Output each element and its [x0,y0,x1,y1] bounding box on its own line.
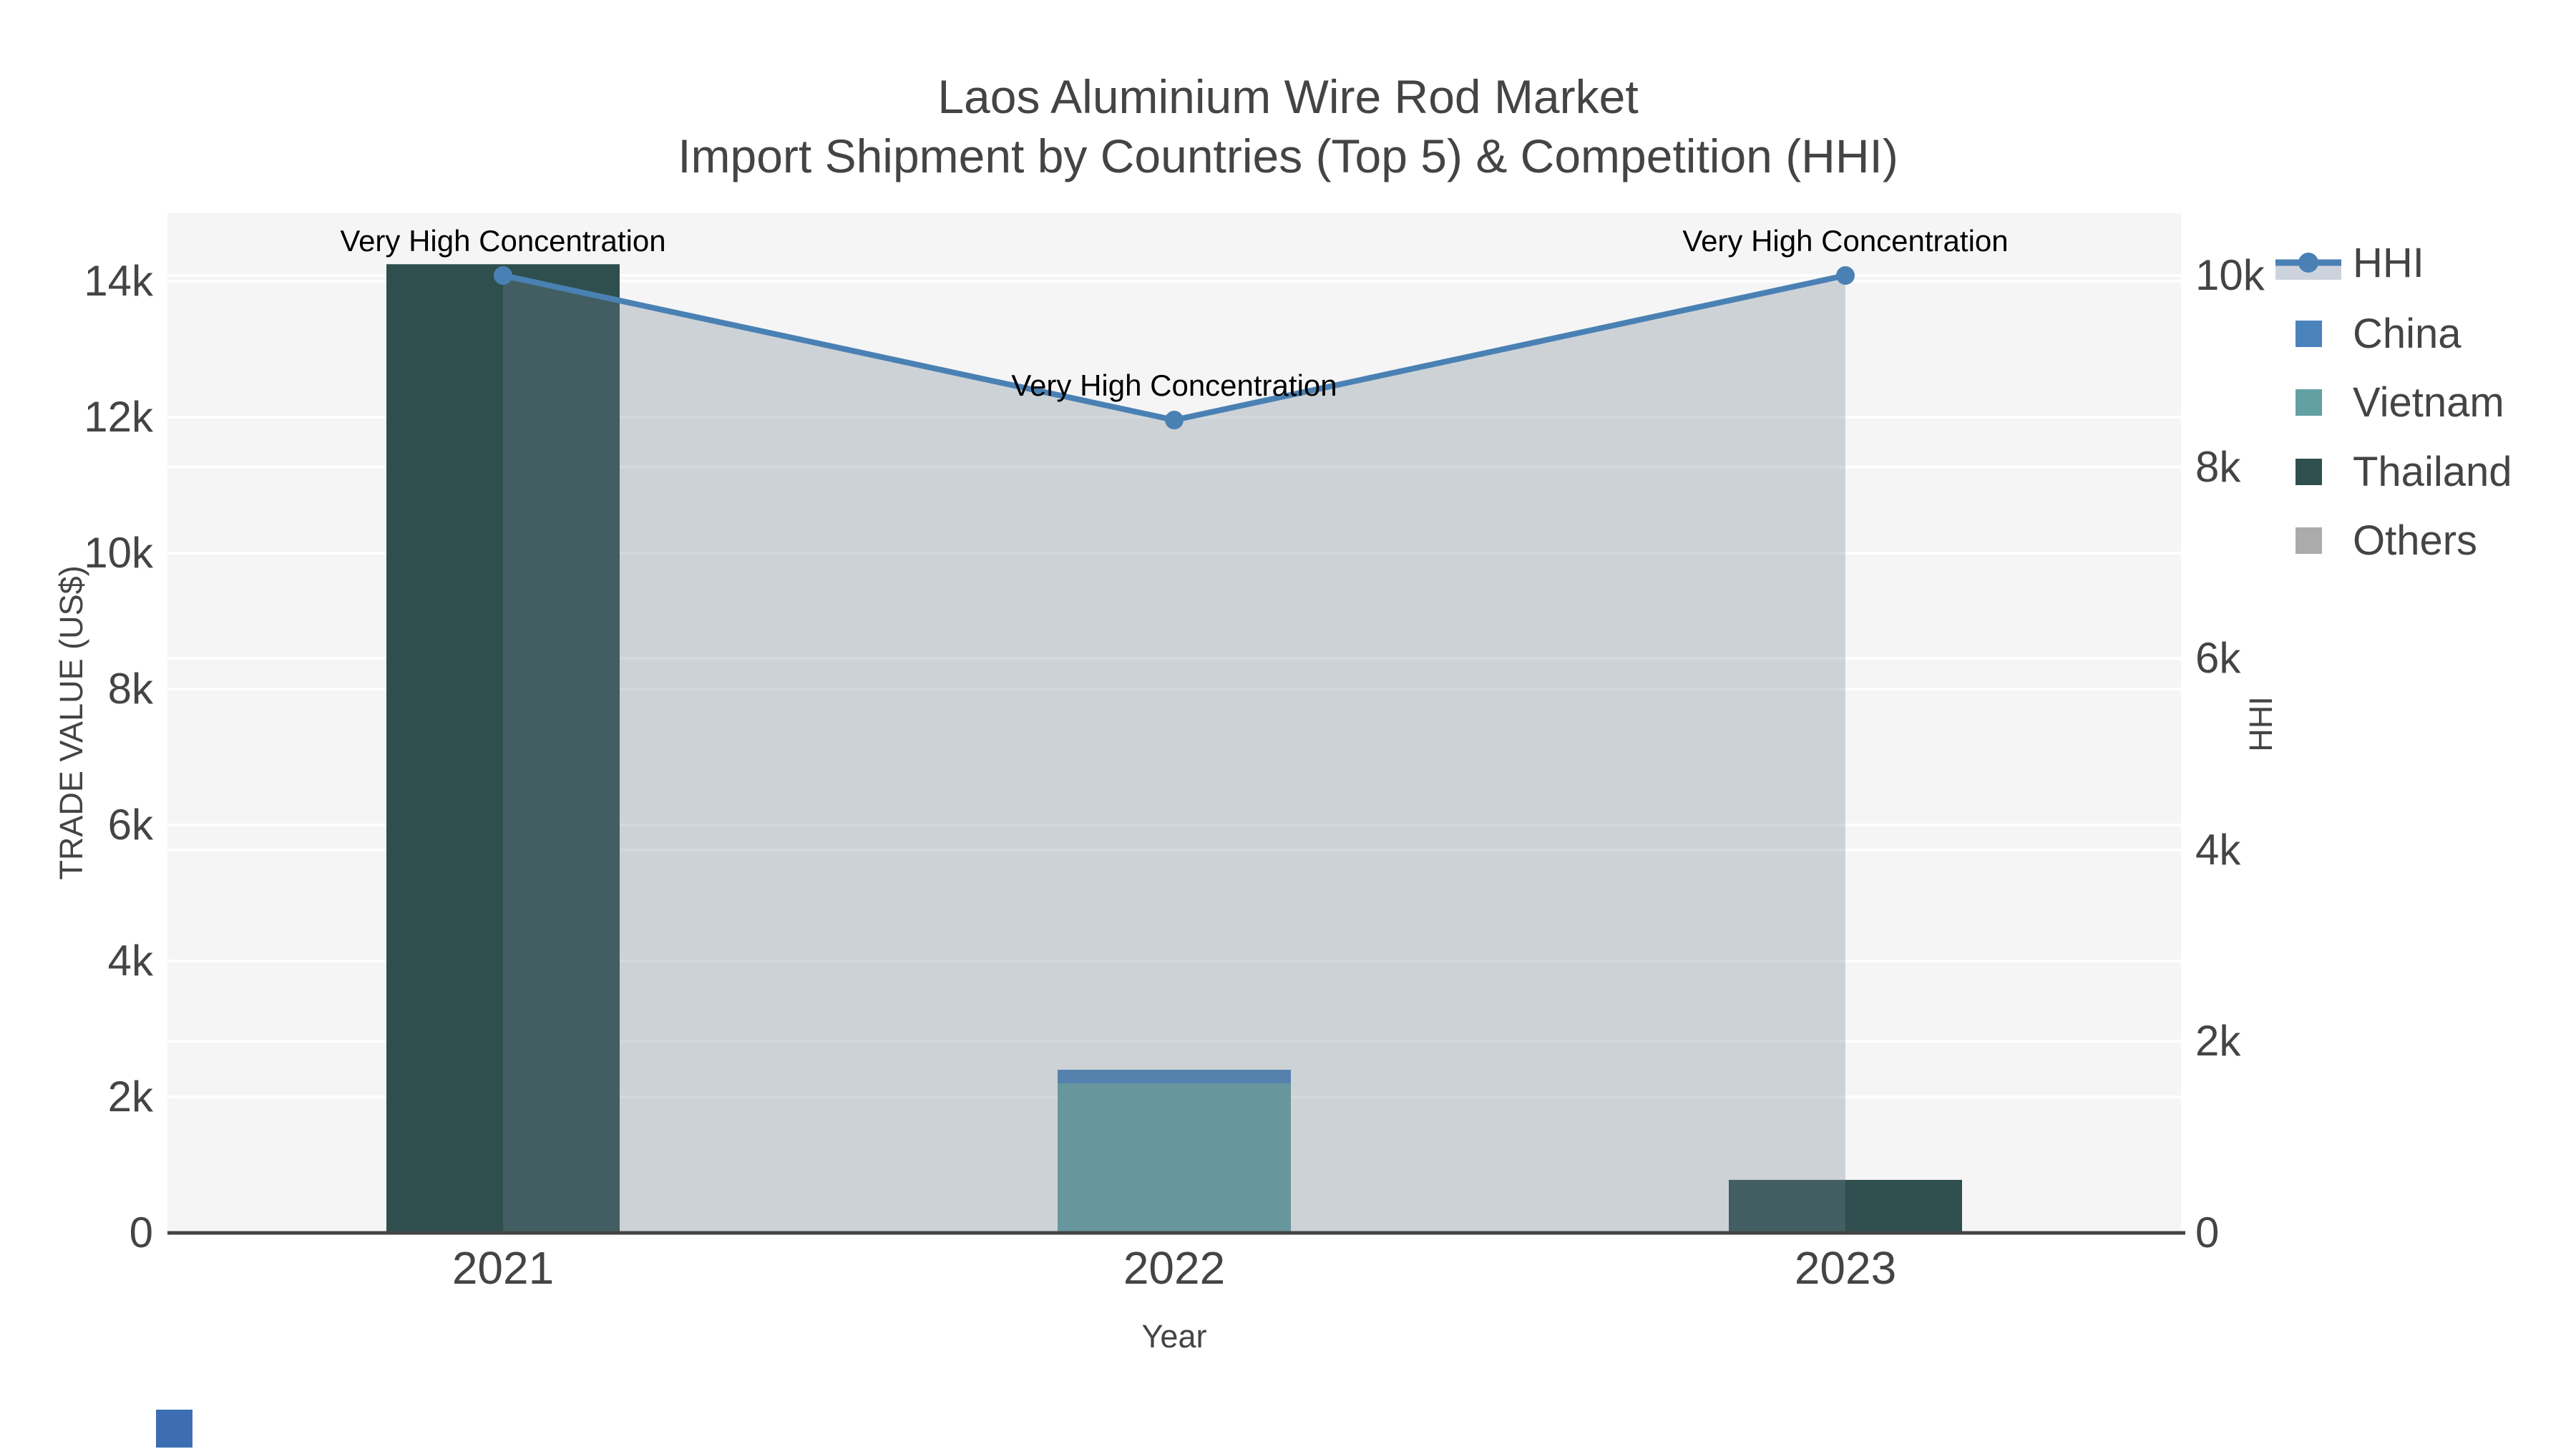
hhi-marker-2022[interactable] [1165,411,1184,430]
legend-item-others[interactable]: Others [2270,516,2570,565]
legend-label-vietnam: Vietnam [2353,379,2504,426]
bar-segment-vietnam-2022[interactable] [1058,1083,1291,1233]
china-swatch-icon [2296,321,2322,347]
y-right-tick-8k: 8k [2195,442,2241,491]
others-swatch-icon [2296,527,2322,554]
y-right-tick-4k: 4k [2195,825,2241,874]
y-left-tick-6k: 6k [107,801,153,849]
legend-item-thailand[interactable]: Thailand [2270,447,2570,496]
y-left-tick-10k: 10k [84,529,153,577]
y-left-tick-14k: 14k [84,257,153,305]
hhi-area-fill [503,275,1845,1234]
legend-label-hhi: HHI [2353,240,2424,286]
vietnam-swatch-icon [2296,389,2322,416]
hhi-marker-2023[interactable] [1836,265,1855,285]
x-tick-2023: 2023 [1794,1242,1897,1294]
bar-segment-thailand-2021[interactable] [386,264,620,1233]
x-tick-2021: 2021 [452,1242,555,1294]
y-right-tick-2k: 2k [2195,1017,2241,1065]
hhi-marker-2021[interactable] [494,265,512,285]
y-left-tick-12k: 12k [84,393,153,441]
chart-title-line2: Import Shipment by Countries (Top 5) & C… [678,130,1898,182]
y-right-tick-10k: 10k [2195,250,2265,299]
annotation-2023: Very High Concentration [1682,223,2009,258]
thailand-swatch-icon [2296,459,2322,485]
x-axis-title: Year [1141,1318,1207,1355]
y-left-tick-2k: 2k [107,1073,153,1121]
y-left-tick-0: 0 [129,1209,153,1257]
bar-segment-thailand-2023[interactable] [1729,1179,1962,1233]
legend-item-hhi[interactable]: HHI [2270,238,2570,287]
legend-label-others: Others [2353,517,2478,564]
bar-segment-china-2022[interactable] [1058,1070,1291,1083]
annotation-2022: Very High Concentration [1011,369,1337,402]
x-tick-2022: 2022 [1123,1242,1226,1294]
legend-item-vietnam[interactable]: Vietnam [2270,378,2570,426]
annotation-2021: Very High Concentration [340,223,666,258]
legend-label-thailand: Thailand [2353,449,2512,495]
chart-title-line1: Laos Aluminium Wire Rod Market [937,70,1639,123]
y-left-tick-8k: 8k [107,665,153,713]
corner-blue-mark [156,1410,192,1448]
legend-label-china: China [2353,311,2462,357]
y-right-tick-6k: 6k [2195,634,2241,683]
legend-item-china[interactable]: China [2270,309,2570,358]
y-left-tick-4k: 4k [107,937,153,985]
hhi-line-legend-icon [2275,253,2341,280]
y-right-tick-0: 0 [2195,1209,2220,1257]
